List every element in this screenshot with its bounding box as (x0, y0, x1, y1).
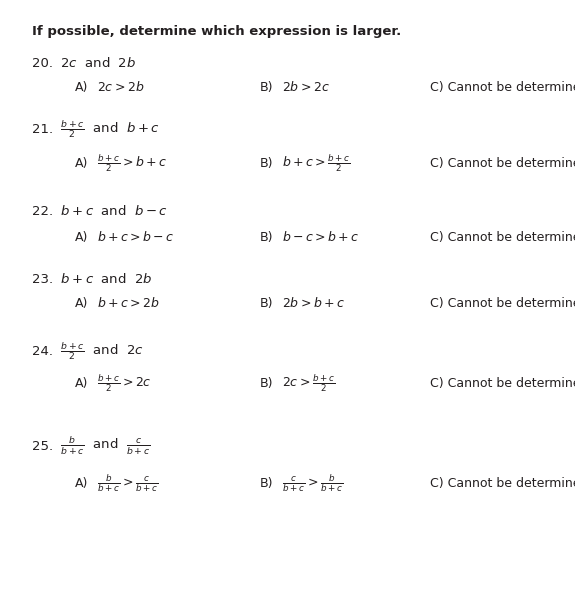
Text: B): B) (260, 477, 274, 490)
Text: $\frac{c}{b+c}>\frac{b}{b+c}$: $\frac{c}{b+c}>\frac{b}{b+c}$ (282, 473, 343, 494)
Text: 23.: 23. (32, 273, 53, 286)
Text: $\frac{b}{b+c}$  and  $\frac{c}{b+c}$: $\frac{b}{b+c}$ and $\frac{c}{b+c}$ (52, 436, 151, 457)
Text: $b-c>b+c$: $b-c>b+c$ (282, 230, 359, 244)
Text: If possible, determine which expression is larger.: If possible, determine which expression … (32, 25, 401, 38)
Text: C) Cannot be determined: C) Cannot be determined (430, 157, 575, 170)
Text: $b+c$  and  $b-c$: $b+c$ and $b-c$ (52, 204, 168, 218)
Text: C) Cannot be determined: C) Cannot be determined (430, 297, 575, 310)
Text: B): B) (260, 81, 274, 94)
Text: B): B) (260, 377, 274, 390)
Text: $2c>2b$: $2c>2b$ (97, 80, 144, 94)
Text: $2c$  and  $2b$: $2c$ and $2b$ (52, 56, 136, 70)
Text: $2b>2c$: $2b>2c$ (282, 80, 330, 94)
Text: A): A) (75, 157, 89, 170)
Text: 25.: 25. (32, 440, 53, 453)
Text: 24.: 24. (32, 345, 53, 358)
Text: B): B) (260, 297, 274, 310)
Text: $b+c>\frac{b+c}{2}$: $b+c>\frac{b+c}{2}$ (282, 152, 351, 174)
Text: A): A) (75, 231, 89, 244)
Text: $b+c$  and  $2b$: $b+c$ and $2b$ (52, 272, 152, 286)
Text: C) Cannot be determined: C) Cannot be determined (430, 477, 575, 490)
Text: $\frac{b+c}{2}>b+c$: $\frac{b+c}{2}>b+c$ (97, 152, 167, 174)
Text: B): B) (260, 157, 274, 170)
Text: $2c>\frac{b+c}{2}$: $2c>\frac{b+c}{2}$ (282, 373, 335, 394)
Text: A): A) (75, 297, 89, 310)
Text: $\frac{b}{b+c}>\frac{c}{b+c}$: $\frac{b}{b+c}>\frac{c}{b+c}$ (97, 473, 158, 494)
Text: 22.: 22. (32, 205, 53, 218)
Text: $b+c>2b$: $b+c>2b$ (97, 296, 160, 310)
Text: C) Cannot be determined: C) Cannot be determined (430, 377, 575, 390)
Text: B): B) (260, 231, 274, 244)
Text: $b+c>b-c$: $b+c>b-c$ (97, 230, 174, 244)
Text: $2b>b+c$: $2b>b+c$ (282, 296, 345, 310)
Text: 20.: 20. (32, 57, 53, 70)
Text: A): A) (75, 81, 89, 94)
Text: 21.: 21. (32, 123, 53, 136)
Text: C) Cannot be determined: C) Cannot be determined (430, 81, 575, 94)
Text: A): A) (75, 377, 89, 390)
Text: $\frac{b+c}{2}>2c$: $\frac{b+c}{2}>2c$ (97, 373, 152, 394)
Text: $\frac{b+c}{2}$  and  $2c$: $\frac{b+c}{2}$ and $2c$ (52, 341, 144, 362)
Text: $\frac{b+c}{2}$  and  $b+c$: $\frac{b+c}{2}$ and $b+c$ (52, 119, 160, 140)
Text: A): A) (75, 477, 89, 490)
Text: C) Cannot be determined: C) Cannot be determined (430, 231, 575, 244)
